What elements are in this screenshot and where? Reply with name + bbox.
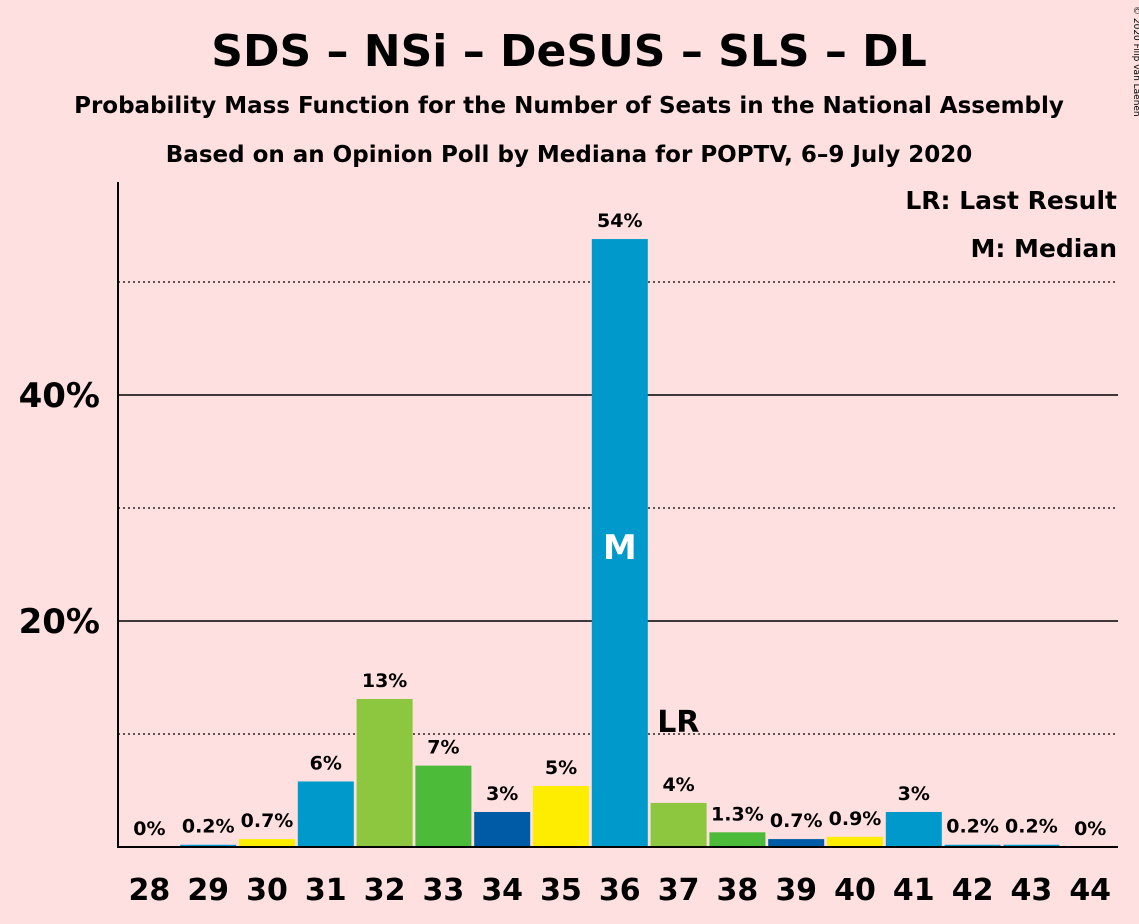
data-label-seat-28: 0% [133, 818, 165, 840]
data-label-seat-37: 4% [662, 774, 694, 796]
x-tick-44: 44 [1069, 873, 1111, 908]
chart-source: Based on an Opinion Poll by Mediana for … [166, 142, 972, 168]
legend-median: M: Median [970, 234, 1117, 263]
bar-seat-39 [768, 839, 825, 847]
x-tick-40: 40 [834, 873, 876, 908]
data-label-seat-41: 3% [898, 783, 930, 805]
data-label-seat-33: 7% [427, 737, 459, 759]
x-tick-43: 43 [1011, 873, 1053, 908]
bar-seat-35 [533, 785, 589, 847]
data-label-seat-36: 54% [597, 210, 642, 232]
data-label-seat-32: 13% [362, 670, 407, 692]
data-label-seat-29: 0.2% [182, 816, 235, 838]
x-tick-29: 29 [187, 873, 229, 908]
data-label-seat-38: 1.3% [711, 803, 764, 825]
data-label-seat-42: 0.2% [946, 816, 999, 838]
x-tick-30: 30 [246, 873, 288, 908]
copyright-notice: © 2020 Filip van Laenen [1131, 6, 1139, 117]
axes: 20% 40% [19, 182, 1118, 848]
x-tick-31: 31 [305, 873, 347, 908]
bar-seat-37 [650, 802, 707, 847]
x-tick-28: 28 [129, 873, 171, 908]
bar-seat-33 [415, 765, 472, 847]
header: SDS – NSi – DeSUS – SLS – DL Probability… [74, 26, 1064, 168]
bar-seat-30 [239, 839, 295, 847]
x-tick-42: 42 [952, 873, 994, 908]
x-tick-39: 39 [775, 873, 817, 908]
bar-seat-34 [474, 811, 531, 847]
x-tick-32: 32 [364, 873, 406, 908]
data-label-seat-39: 0.7% [770, 810, 823, 832]
legend: LR: Last Result M: Median [905, 186, 1117, 263]
chart-title: SDS – NSi – DeSUS – SLS – DL [211, 26, 927, 77]
data-label-seat-44: 0% [1074, 818, 1106, 840]
y-tick-40: 40% [19, 376, 100, 416]
bar-seat-38 [709, 832, 766, 847]
last-result-marker: LR [657, 705, 699, 740]
bar-seat-32 [356, 698, 413, 847]
data-label-seat-43: 0.2% [1005, 816, 1058, 838]
x-tick-33: 33 [423, 873, 465, 908]
median-marker: M [603, 528, 637, 568]
bar-seat-29 [180, 844, 237, 847]
data-label-seat-30: 0.7% [241, 810, 294, 832]
bar-seat-31 [297, 781, 354, 847]
data-label-seat-40: 0.9% [829, 808, 882, 830]
bar-seat-36 [591, 239, 648, 847]
chart-subtitle: Probability Mass Function for the Number… [74, 93, 1064, 119]
bar-seat-41 [885, 811, 942, 847]
bar-seat-42 [944, 844, 1001, 847]
legend-last-result: LR: Last Result [905, 186, 1117, 215]
y-tick-20: 20% [19, 602, 100, 642]
x-tick-36: 36 [599, 873, 641, 908]
bar-seat-40 [827, 836, 883, 847]
data-label-seat-31: 6% [310, 752, 342, 774]
x-tick-41: 41 [893, 873, 935, 908]
data-label-seat-35: 5% [545, 757, 577, 779]
x-tick-35: 35 [540, 873, 582, 908]
bar-seat-43 [1003, 844, 1060, 847]
data-label-seat-34: 3% [486, 783, 518, 805]
x-tick-37: 37 [658, 873, 700, 908]
x-tick-34: 34 [481, 873, 523, 908]
x-tick-38: 38 [717, 873, 759, 908]
bars: 0% 28 0.2% 29 0.7% 30 6% 31 13% 32 7% 33 3% 34 5% 35 54%… [129, 210, 1112, 908]
